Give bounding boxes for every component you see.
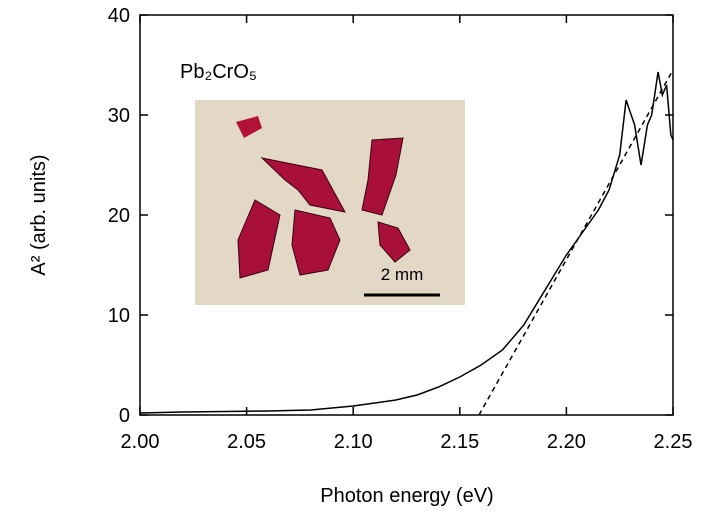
y-tick-label: 0	[119, 405, 130, 427]
y-axis-label: A² (arb. units)	[28, 154, 50, 275]
crystal	[361, 137, 404, 216]
x-tick-label: 2.25	[654, 431, 693, 453]
scale-label: 2 mm	[381, 265, 424, 284]
x-axis-label: Photon energy (eV)	[320, 485, 493, 507]
sample-label: Pb₂CrO₅	[180, 61, 257, 83]
crystal	[377, 221, 411, 263]
y-tick-label: 40	[108, 5, 130, 27]
crystal	[291, 209, 341, 276]
y-tick-label: 20	[108, 205, 130, 227]
inset-photo: 2 mm	[195, 100, 465, 305]
x-tick-label: 2.05	[227, 431, 266, 453]
y-tick-label: 30	[108, 105, 130, 127]
data-line	[139, 71, 674, 414]
fit-line	[478, 69, 674, 416]
y-tick-label: 10	[108, 305, 130, 327]
x-tick-label: 2.15	[440, 431, 479, 453]
crystal	[237, 199, 281, 279]
crystal	[236, 116, 262, 138]
crystal	[260, 157, 346, 213]
x-tick-label: 2.00	[121, 431, 160, 453]
x-tick-label: 2.20	[547, 431, 586, 453]
x-tick-label: 2.10	[334, 431, 373, 453]
